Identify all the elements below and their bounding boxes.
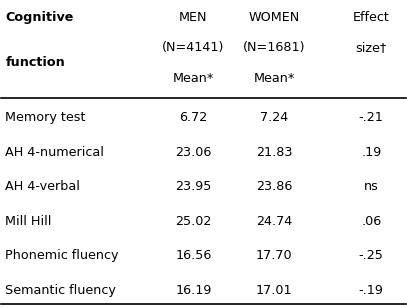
- Text: Effect: Effect: [353, 10, 389, 23]
- Text: AH 4-verbal: AH 4-verbal: [5, 180, 80, 193]
- Text: Semantic fluency: Semantic fluency: [5, 284, 116, 297]
- Text: Cognitive: Cognitive: [5, 10, 74, 23]
- Text: Mean*: Mean*: [254, 71, 295, 85]
- Text: Memory test: Memory test: [5, 111, 86, 124]
- Text: AH 4-numerical: AH 4-numerical: [5, 146, 104, 159]
- Text: -.25: -.25: [359, 249, 384, 262]
- Text: 16.56: 16.56: [175, 249, 212, 262]
- Text: -.21: -.21: [359, 111, 384, 124]
- Text: 6.72: 6.72: [179, 111, 208, 124]
- Text: 23.95: 23.95: [175, 180, 212, 193]
- Text: .06: .06: [361, 215, 381, 228]
- Text: -.19: -.19: [359, 284, 384, 297]
- Text: size†: size†: [356, 41, 387, 54]
- Text: 16.19: 16.19: [175, 284, 212, 297]
- Text: 25.02: 25.02: [175, 215, 212, 228]
- Text: 7.24: 7.24: [260, 111, 289, 124]
- Text: Mean*: Mean*: [173, 71, 214, 85]
- Text: ns: ns: [364, 180, 379, 193]
- Text: Mill Hill: Mill Hill: [5, 215, 52, 228]
- Text: 23.06: 23.06: [175, 146, 212, 159]
- Text: (N=1681): (N=1681): [243, 41, 306, 54]
- Text: Phonemic fluency: Phonemic fluency: [5, 249, 119, 262]
- Text: MEN: MEN: [179, 10, 208, 23]
- Text: 17.01: 17.01: [256, 284, 293, 297]
- Text: function: function: [5, 56, 65, 69]
- Text: (N=4141): (N=4141): [162, 41, 225, 54]
- Text: 21.83: 21.83: [256, 146, 293, 159]
- Text: 24.74: 24.74: [256, 215, 292, 228]
- Text: .19: .19: [361, 146, 381, 159]
- Text: WOMEN: WOMEN: [249, 10, 300, 23]
- Text: 17.70: 17.70: [256, 249, 293, 262]
- Text: 23.86: 23.86: [256, 180, 292, 193]
